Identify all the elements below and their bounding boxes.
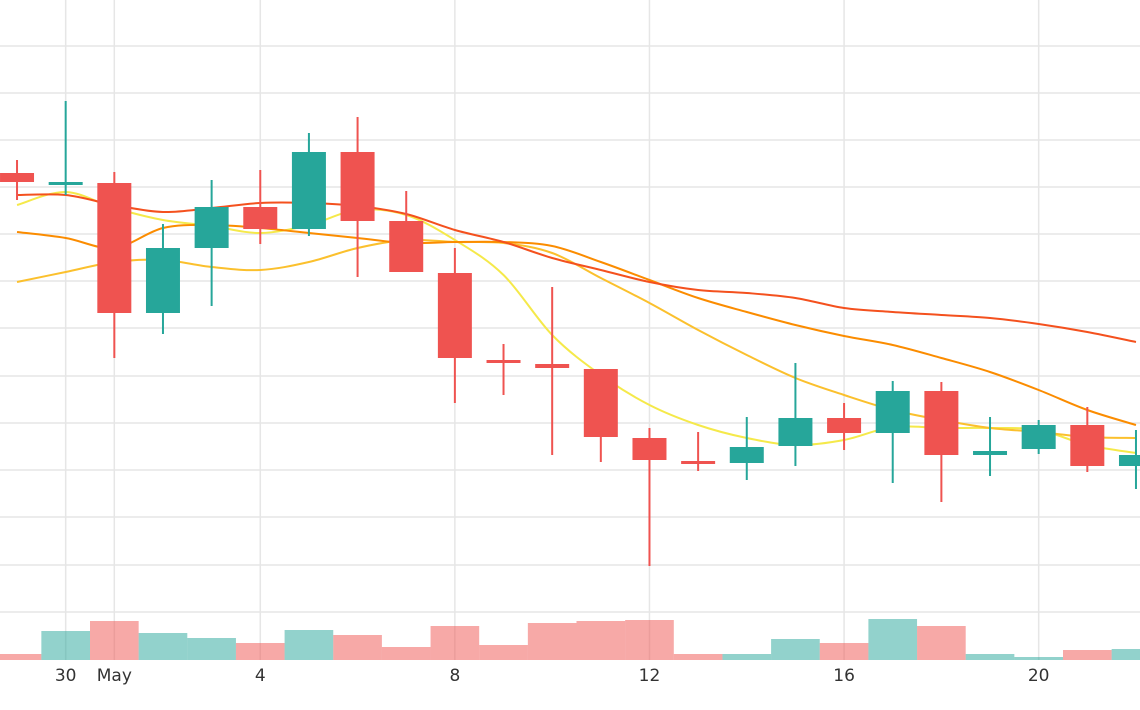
grid [0,0,1140,660]
x-tick-label: 16 [833,666,855,686]
volume-bar [1063,650,1112,660]
candle-body [924,391,959,455]
moving-average-line [16,238,1136,439]
candle-body [973,451,1008,455]
candle-body [48,182,83,185]
volume-bar [868,619,918,660]
volume-bar [1111,649,1140,660]
candle-body [729,447,764,463]
x-tick-label: 30 [55,666,77,686]
volume-bar [917,626,966,660]
volume-bar [1014,657,1063,660]
candle-body [827,418,862,433]
candle-body [97,183,132,313]
x-tick-label: 4 [255,666,266,686]
volume-bar [965,654,1015,660]
candle-body [291,152,326,229]
volume-bar [722,654,772,660]
moving-averages [16,190,1137,454]
candle-body [389,221,424,272]
x-axis: 30 May 4 8 12 16 20 [55,666,1050,686]
candle-body [194,207,229,248]
volume-bar [381,647,431,660]
volume-bar [771,639,820,660]
volume-bar [430,626,480,660]
volume-bar [819,643,869,660]
candles [0,101,1140,566]
candle-body [437,273,472,358]
moving-average-line [17,193,1137,343]
x-tick-label: May [97,666,132,686]
volume-bar [187,638,236,660]
volume-bar [235,643,285,660]
moving-average-line [16,190,1137,454]
volume-bar [576,621,626,660]
candle-body [145,248,180,313]
candle-body [583,369,618,437]
volume-bars [0,619,1140,660]
volume-bar [479,645,528,660]
candle-body [535,364,570,368]
candle-body [1021,425,1056,449]
candle-body [875,391,910,433]
x-tick-label: 12 [639,666,661,686]
volume-bar [0,654,42,660]
candle-body [1118,455,1140,466]
candle-body [486,360,521,363]
volume-bar [90,621,139,660]
volume-bar [625,620,674,660]
volume-bar [138,633,188,660]
candle-body [681,461,716,464]
volume-bar [527,623,577,660]
candle-body [243,207,278,229]
candle-body [632,438,667,460]
volume-bar [333,635,382,660]
candle-body [1070,425,1105,466]
candle-body [0,173,35,182]
volume-bar [673,654,723,660]
candle-body [778,418,813,446]
x-tick-label: 8 [449,666,460,686]
candle-body [340,152,375,221]
x-tick-label: 20 [1028,666,1050,686]
volume-bar [41,631,90,660]
volume-bar [284,630,334,660]
moving-average-line [16,223,1137,426]
